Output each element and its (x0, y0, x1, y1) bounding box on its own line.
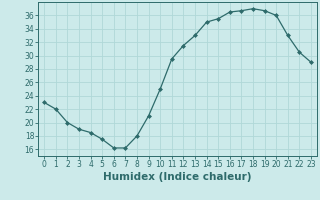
X-axis label: Humidex (Indice chaleur): Humidex (Indice chaleur) (103, 172, 252, 182)
